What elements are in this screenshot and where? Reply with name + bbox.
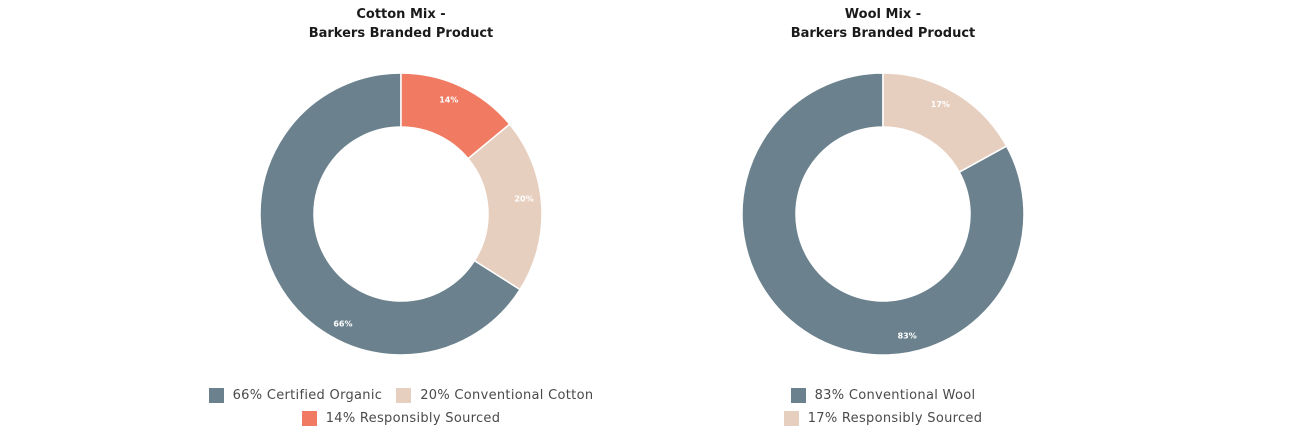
- legend-swatch: [783, 411, 799, 426]
- cotton-mix-chart: Cotton Mix - Barkers Branded Product 66%…: [101, 0, 701, 439]
- chart-title-line-2: Barkers Branded Product: [790, 26, 976, 41]
- donut-chart: 83% 17%: [741, 72, 1025, 356]
- legend-row: 14% Responsibly Sourced: [101, 407, 701, 430]
- slice-label-conventional-cotton: 20%: [514, 194, 533, 203]
- slice-responsibly-sourced: [882, 72, 1008, 174]
- legend-label: 14% Responsibly Sourced: [325, 411, 501, 426]
- legend-item-responsibly-sourced: 17% Responsibly Sourced: [783, 411, 983, 426]
- legend-label: 17% Responsibly Sourced: [807, 411, 983, 426]
- chart-title-line-2: Barkers Branded Product: [308, 26, 494, 41]
- donut-chart: 66% 20% 14%: [259, 72, 543, 356]
- legend-item-conventional-wool: 83% Conventional Wool: [790, 388, 976, 403]
- legend-label: 66% Certified Organic: [232, 388, 383, 403]
- legend-label: 83% Conventional Wool: [814, 388, 976, 403]
- chart-legend: 66% Certified Organic 20% Conventional Co…: [101, 384, 701, 430]
- legend-swatch: [790, 388, 806, 403]
- chart-title-line-1: Wool Mix -: [844, 7, 922, 22]
- slice-label-responsibly-sourced: 17%: [931, 100, 950, 109]
- slice-responsibly-sourced: [400, 72, 511, 160]
- chart-title-line-1: Cotton Mix -: [356, 7, 446, 22]
- chart-title: Cotton Mix - Barkers Branded Product: [101, 5, 701, 43]
- chart-title: Wool Mix - Barkers Branded Product: [583, 5, 1183, 43]
- slice-label-certified-organic: 66%: [333, 320, 352, 329]
- legend-row: 83% Conventional Wool: [583, 384, 1183, 407]
- legend-swatch: [396, 388, 412, 403]
- slice-certified-organic: [259, 72, 522, 356]
- legend-row: 66% Certified Organic 20% Conventional Co…: [101, 384, 701, 407]
- slice-label-responsibly-sourced: 14%: [439, 96, 458, 105]
- legend-item-certified-organic: 66% Certified Organic: [208, 388, 383, 403]
- wool-mix-chart: Wool Mix - Barkers Branded Product 83% 17…: [583, 0, 1183, 439]
- legend-item-conventional-cotton: 20% Conventional Cotton: [396, 388, 593, 403]
- legend-label: 20% Conventional Cotton: [420, 388, 594, 403]
- slice-conventional-wool: [741, 72, 1025, 356]
- chart-legend: 83% Conventional Wool 17% Responsibly Sou…: [583, 384, 1183, 430]
- slice-label-conventional-wool: 83%: [898, 332, 917, 341]
- legend-swatch: [208, 388, 224, 403]
- legend-row: 17% Responsibly Sourced: [583, 407, 1183, 430]
- legend-item-responsibly-sourced: 14% Responsibly Sourced: [301, 411, 501, 426]
- legend-swatch: [301, 411, 317, 426]
